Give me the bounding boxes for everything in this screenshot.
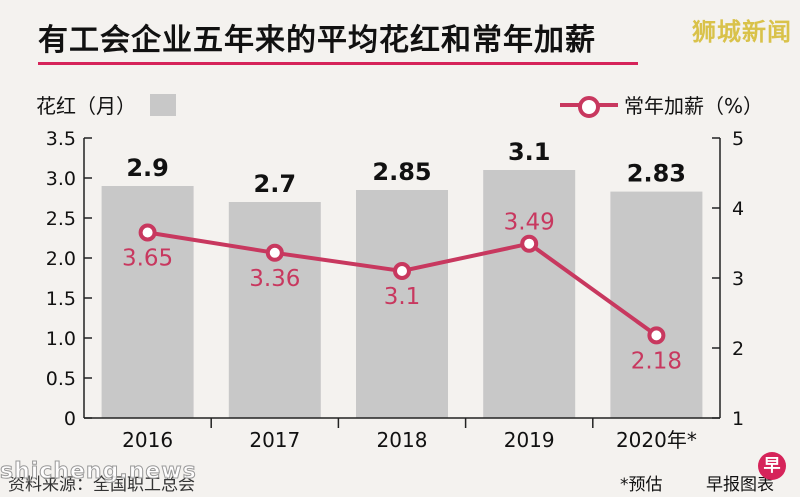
legend-increment-marker (560, 94, 618, 118)
left-tick-label: 1.5 (46, 288, 76, 310)
right-tick-label: 4 (732, 198, 744, 220)
line-value-label: 3.36 (249, 266, 300, 292)
left-tick-label: 0.5 (46, 368, 76, 390)
line-value-label: 3.1 (384, 284, 421, 310)
line-value-label: 3.65 (122, 246, 173, 272)
bar (356, 190, 448, 418)
bar (101, 186, 194, 418)
legend-bonus-label: 花红（月） (36, 94, 136, 118)
line-value-label: 3.49 (504, 210, 555, 236)
legend-increment: 常年加薪（%） (560, 90, 763, 119)
line-value-label: 2.18 (631, 348, 682, 374)
bar (228, 202, 321, 418)
title-block: 有工会企业五年来的平均花红和常年加薪 (38, 20, 638, 65)
bar (483, 170, 576, 418)
left-tick-label: 3.5 (46, 128, 76, 150)
title-underline (38, 62, 638, 65)
x-tick-label: 2020年* (616, 428, 697, 452)
bar-value-label: 3.1 (508, 138, 551, 166)
footnote: *预估 (620, 475, 663, 495)
left-tick-label: 2.5 (46, 208, 76, 230)
x-tick-label: 2019 (504, 428, 555, 452)
right-tick-label: 1 (732, 408, 744, 430)
x-tick-label: 2016 (122, 428, 173, 452)
legend-increment-label: 常年加薪（%） (624, 94, 764, 118)
left-tick-label: 0 (64, 408, 76, 430)
watermark-logo: 狮城新闻 (692, 18, 792, 46)
x-tick-label: 2017 (249, 428, 300, 452)
chart-title: 有工会企业五年来的平均花红和常年加薪 (38, 23, 596, 58)
source-watermark: shicheng.news (0, 459, 197, 485)
left-tick-label: 1.0 (46, 328, 76, 350)
line-point (520, 234, 539, 253)
right-tick-label: 3 (732, 268, 744, 290)
bar (610, 191, 703, 418)
line-point (138, 223, 157, 242)
right-tick-label: 5 (732, 128, 744, 150)
x-tick-label: 2018 (377, 428, 428, 452)
source-text: 资料来源：全国职工总会 (8, 475, 195, 495)
line-point (647, 326, 666, 345)
credit-text: 早报图表 (706, 475, 774, 495)
legend-bonus: 花红（月） (36, 90, 176, 119)
bar-value-label: 2.7 (254, 170, 297, 198)
line-point (265, 243, 284, 262)
bar-value-label: 2.83 (627, 160, 686, 188)
bar-value-label: 2.85 (372, 158, 431, 186)
right-tick-label: 2 (732, 338, 744, 360)
line-point (393, 262, 411, 280)
legend-bonus-swatch (150, 93, 176, 116)
bar-value-label: 2.9 (126, 154, 169, 182)
left-tick-label: 3.0 (46, 168, 76, 190)
left-tick-label: 2.0 (46, 248, 76, 270)
credit-logo: 早 (758, 452, 786, 480)
